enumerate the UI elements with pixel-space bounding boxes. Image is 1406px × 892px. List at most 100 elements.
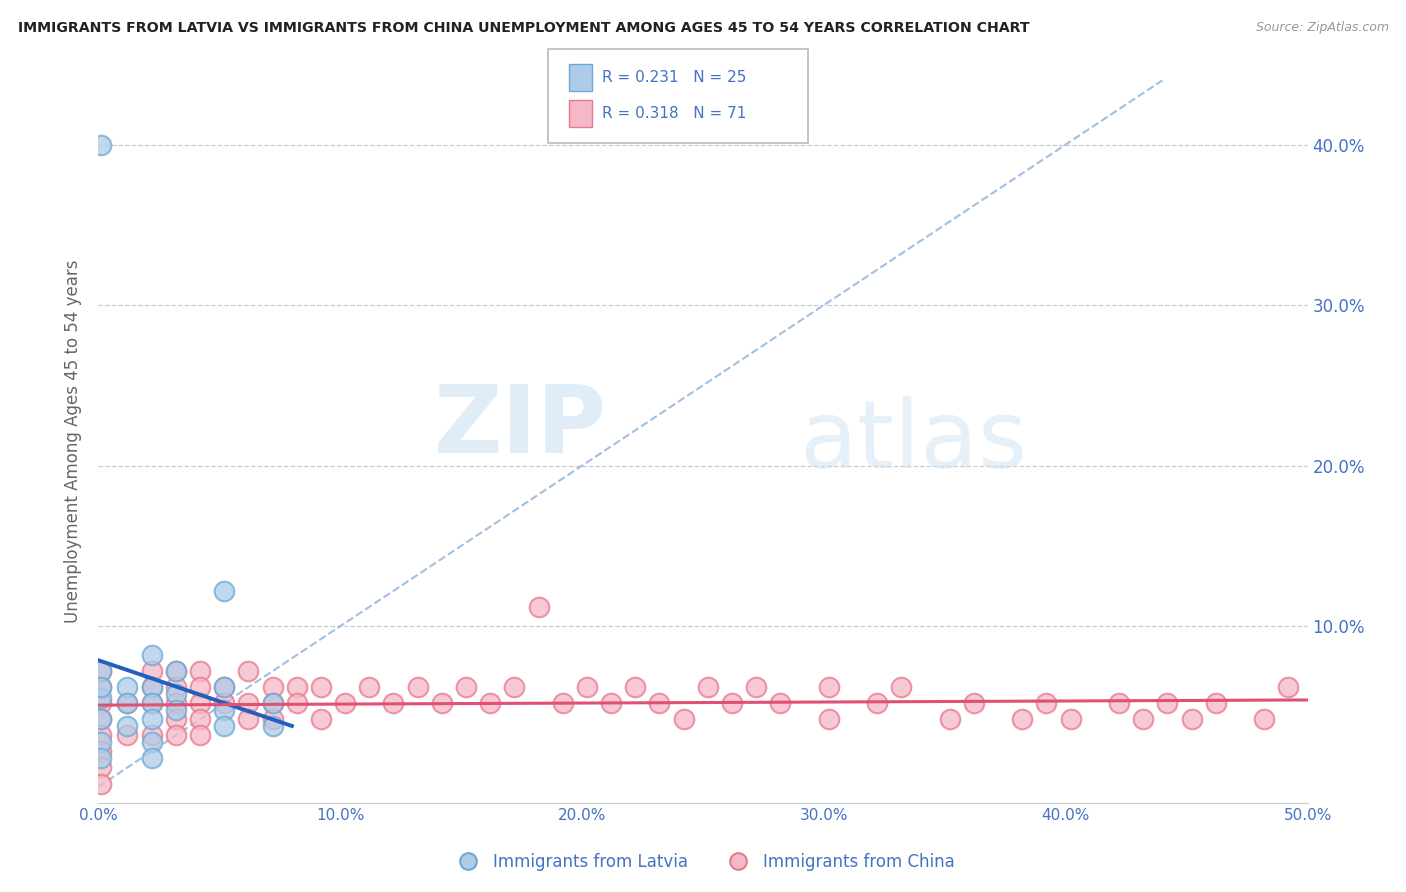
Point bbox=[90, 751, 112, 765]
Point bbox=[165, 712, 187, 726]
Point bbox=[141, 680, 163, 694]
Point bbox=[359, 680, 381, 694]
Point bbox=[1059, 712, 1081, 726]
Point bbox=[141, 680, 163, 694]
Point bbox=[212, 680, 235, 694]
Text: Source: ZipAtlas.com: Source: ZipAtlas.com bbox=[1256, 21, 1389, 34]
Point bbox=[672, 712, 695, 726]
Point bbox=[212, 696, 235, 710]
Point bbox=[817, 712, 839, 726]
Point bbox=[212, 680, 235, 694]
Point bbox=[769, 696, 792, 710]
Point bbox=[165, 703, 187, 717]
Point bbox=[188, 680, 211, 694]
Point bbox=[890, 680, 912, 694]
Point bbox=[382, 696, 405, 710]
Point bbox=[165, 728, 187, 742]
Point bbox=[1011, 712, 1033, 726]
Point bbox=[117, 680, 139, 694]
Point bbox=[90, 696, 112, 710]
Point bbox=[721, 696, 744, 710]
Point bbox=[90, 680, 112, 694]
Point bbox=[1180, 712, 1202, 726]
Point bbox=[406, 680, 429, 694]
Legend: Immigrants from Latvia, Immigrants from China: Immigrants from Latvia, Immigrants from … bbox=[444, 847, 962, 878]
Point bbox=[1277, 680, 1299, 694]
Point bbox=[141, 696, 163, 710]
Point bbox=[141, 728, 163, 742]
Text: ZIP: ZIP bbox=[433, 381, 606, 473]
Point bbox=[117, 696, 139, 710]
Point bbox=[165, 664, 187, 678]
Point bbox=[212, 583, 235, 598]
Point bbox=[817, 680, 839, 694]
Point bbox=[165, 664, 187, 678]
Point bbox=[309, 680, 332, 694]
Point bbox=[141, 712, 163, 726]
Point bbox=[188, 696, 211, 710]
Point bbox=[285, 680, 308, 694]
Point bbox=[212, 719, 235, 733]
Y-axis label: Unemployment Among Ages 45 to 54 years: Unemployment Among Ages 45 to 54 years bbox=[63, 260, 82, 624]
Point bbox=[90, 664, 112, 678]
Point bbox=[648, 696, 671, 710]
Point bbox=[212, 703, 235, 717]
Point bbox=[430, 696, 453, 710]
Point bbox=[1156, 696, 1178, 710]
Point bbox=[238, 664, 260, 678]
Point bbox=[141, 696, 163, 710]
Point bbox=[141, 648, 163, 662]
Point bbox=[90, 760, 112, 774]
Point bbox=[1253, 712, 1275, 726]
Text: R = 0.318   N = 71: R = 0.318 N = 71 bbox=[602, 106, 747, 120]
Point bbox=[117, 696, 139, 710]
Point bbox=[165, 687, 187, 701]
Point bbox=[262, 719, 284, 733]
Text: atlas: atlas bbox=[800, 395, 1028, 488]
Point bbox=[238, 712, 260, 726]
Point bbox=[117, 719, 139, 733]
Point bbox=[262, 712, 284, 726]
Point bbox=[90, 712, 112, 726]
Point bbox=[141, 664, 163, 678]
Point bbox=[90, 691, 112, 706]
Point bbox=[90, 744, 112, 758]
Point bbox=[938, 712, 960, 726]
Text: IMMIGRANTS FROM LATVIA VS IMMIGRANTS FROM CHINA UNEMPLOYMENT AMONG AGES 45 TO 54: IMMIGRANTS FROM LATVIA VS IMMIGRANTS FRO… bbox=[18, 21, 1031, 35]
Point bbox=[527, 599, 550, 614]
Point bbox=[262, 696, 284, 710]
Point bbox=[90, 712, 112, 726]
Point bbox=[333, 696, 356, 710]
Point bbox=[90, 664, 112, 678]
Point bbox=[1035, 696, 1057, 710]
Point bbox=[1205, 696, 1227, 710]
Point bbox=[141, 751, 163, 765]
Point bbox=[309, 712, 332, 726]
Point bbox=[165, 680, 187, 694]
Point bbox=[188, 728, 211, 742]
Text: R = 0.231   N = 25: R = 0.231 N = 25 bbox=[602, 70, 747, 85]
Point bbox=[90, 735, 112, 749]
Point bbox=[1108, 696, 1130, 710]
Point bbox=[262, 696, 284, 710]
Point bbox=[188, 712, 211, 726]
Point bbox=[866, 696, 889, 710]
Point bbox=[963, 696, 986, 710]
Point bbox=[262, 680, 284, 694]
Point bbox=[188, 664, 211, 678]
Point bbox=[165, 696, 187, 710]
Point bbox=[1132, 712, 1154, 726]
Point bbox=[624, 680, 647, 694]
Point bbox=[551, 696, 574, 710]
Point bbox=[479, 696, 502, 710]
Point bbox=[745, 680, 768, 694]
Point bbox=[90, 137, 112, 152]
Point bbox=[90, 728, 112, 742]
Point bbox=[503, 680, 526, 694]
Point bbox=[285, 696, 308, 710]
Point bbox=[696, 680, 718, 694]
Point bbox=[90, 776, 112, 790]
Point bbox=[117, 728, 139, 742]
Point bbox=[575, 680, 598, 694]
Point bbox=[141, 735, 163, 749]
